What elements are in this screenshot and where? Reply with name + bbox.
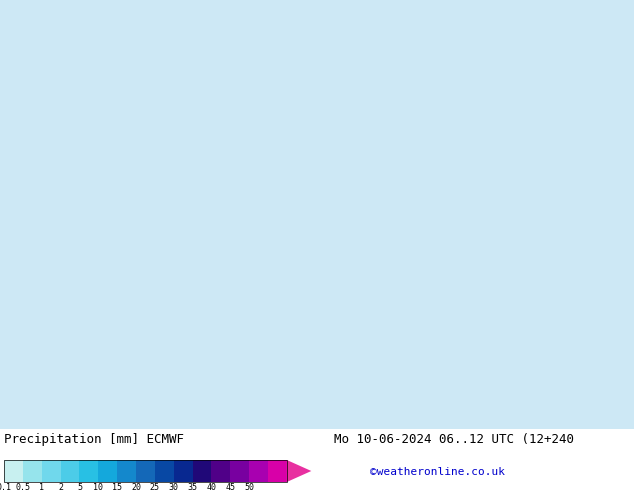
Text: 0.5: 0.5 <box>15 483 30 490</box>
FancyBboxPatch shape <box>42 460 61 482</box>
FancyBboxPatch shape <box>193 460 211 482</box>
Text: 1: 1 <box>39 483 44 490</box>
Text: 15: 15 <box>112 483 122 490</box>
FancyBboxPatch shape <box>98 460 117 482</box>
Bar <box>4 460 287 482</box>
Text: 30: 30 <box>169 483 179 490</box>
FancyBboxPatch shape <box>211 460 230 482</box>
Text: 0.1: 0.1 <box>0 483 11 490</box>
Text: 2: 2 <box>58 483 63 490</box>
FancyBboxPatch shape <box>4 460 23 482</box>
Text: Precipitation [mm] ECMWF: Precipitation [mm] ECMWF <box>4 433 184 446</box>
FancyBboxPatch shape <box>249 460 268 482</box>
Text: 10: 10 <box>93 483 103 490</box>
Text: 25: 25 <box>150 483 160 490</box>
Text: 35: 35 <box>188 483 198 490</box>
FancyBboxPatch shape <box>230 460 249 482</box>
FancyBboxPatch shape <box>61 460 79 482</box>
FancyBboxPatch shape <box>117 460 136 482</box>
FancyBboxPatch shape <box>268 460 287 482</box>
FancyBboxPatch shape <box>174 460 193 482</box>
Text: 50: 50 <box>244 483 254 490</box>
Polygon shape <box>287 460 311 482</box>
Text: 40: 40 <box>207 483 216 490</box>
Text: 5: 5 <box>77 483 82 490</box>
FancyBboxPatch shape <box>155 460 174 482</box>
FancyBboxPatch shape <box>136 460 155 482</box>
Text: 20: 20 <box>131 483 141 490</box>
FancyBboxPatch shape <box>79 460 98 482</box>
Text: Mo 10-06-2024 06..12 UTC (12+240: Mo 10-06-2024 06..12 UTC (12+240 <box>334 433 574 446</box>
Text: 45: 45 <box>225 483 235 490</box>
FancyBboxPatch shape <box>23 460 42 482</box>
Text: ©weatheronline.co.uk: ©weatheronline.co.uk <box>370 466 505 477</box>
